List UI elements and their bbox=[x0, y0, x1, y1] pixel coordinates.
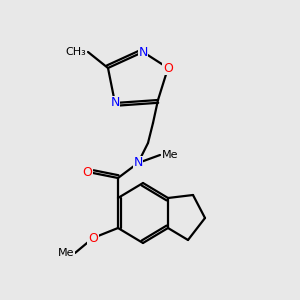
Text: N: N bbox=[133, 157, 143, 169]
Text: O: O bbox=[163, 61, 173, 74]
Text: Me: Me bbox=[162, 150, 178, 160]
Text: O: O bbox=[82, 167, 92, 179]
Text: N: N bbox=[138, 46, 148, 59]
Text: N: N bbox=[110, 97, 120, 110]
Text: O: O bbox=[88, 232, 98, 244]
Text: Me: Me bbox=[58, 248, 74, 258]
Text: CH₃: CH₃ bbox=[65, 47, 86, 57]
